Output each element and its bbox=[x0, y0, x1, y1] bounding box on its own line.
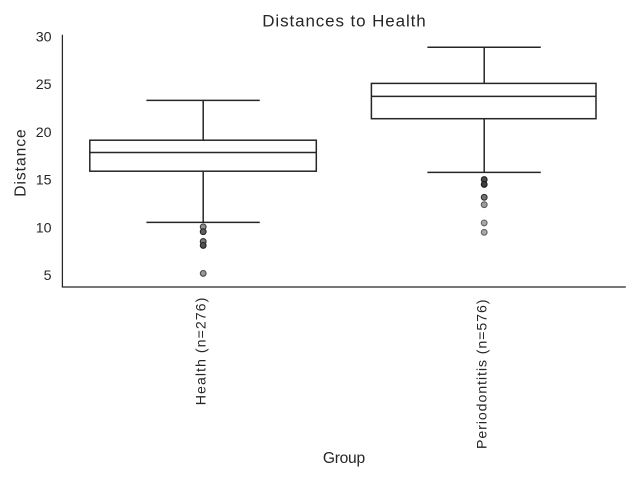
svg-text:Periodontitis (n=576): Periodontitis (n=576) bbox=[475, 300, 491, 450]
svg-text:5: 5 bbox=[44, 268, 52, 284]
svg-text:Group: Group bbox=[323, 450, 366, 467]
svg-text:Distance: Distance bbox=[13, 129, 30, 197]
svg-text:30: 30 bbox=[36, 29, 52, 45]
svg-text:10: 10 bbox=[36, 220, 52, 236]
svg-text:15: 15 bbox=[36, 173, 52, 189]
svg-text:Health (n=276): Health (n=276) bbox=[194, 298, 210, 406]
svg-text:25: 25 bbox=[36, 77, 52, 93]
svg-text:Distances to Health: Distances to Health bbox=[262, 12, 426, 31]
svg-text:20: 20 bbox=[36, 125, 52, 141]
